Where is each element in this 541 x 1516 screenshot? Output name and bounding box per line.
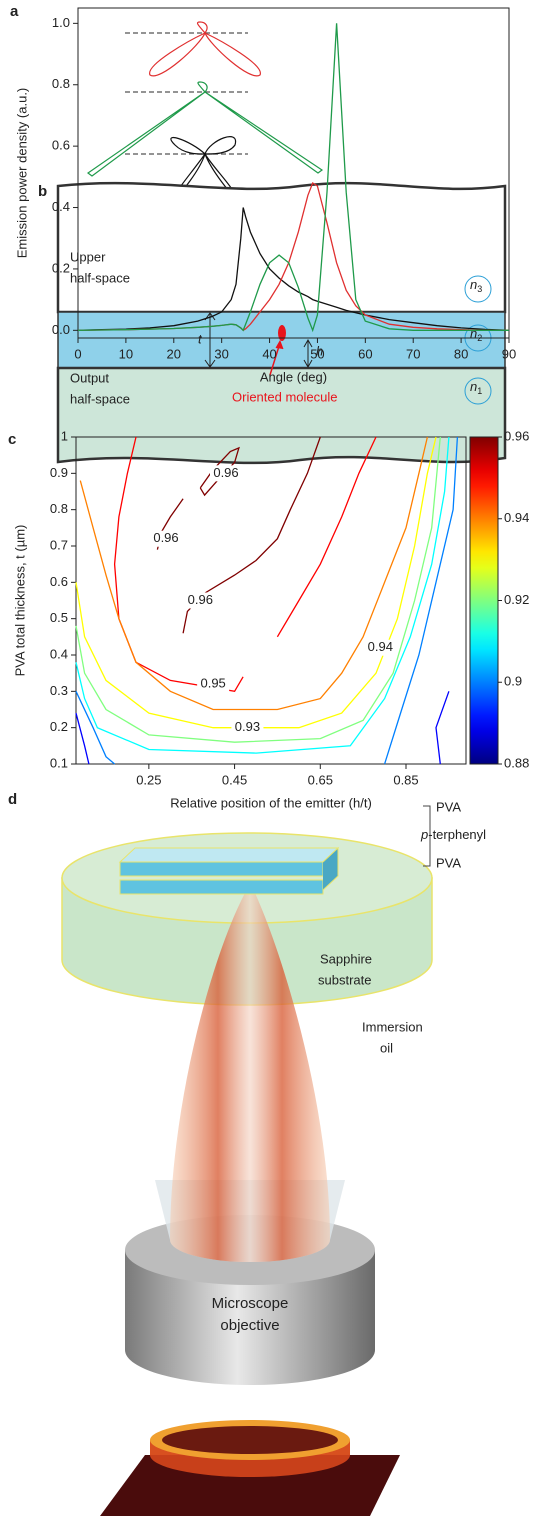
thickness-label: t xyxy=(198,331,203,346)
layer-label: p-terphenyl xyxy=(420,827,486,842)
x-axis-label: Relative position of the emitter (h/t) xyxy=(170,795,372,810)
index-label: n3 xyxy=(470,277,482,294)
microscope-illustration xyxy=(61,805,433,1516)
contour-line xyxy=(75,436,459,765)
colorbar xyxy=(469,436,499,765)
y-axis-label: Emission power density (a.u.) xyxy=(14,88,29,259)
x-tick-label: 20 xyxy=(167,346,181,361)
y-tick-label: 0.8 xyxy=(50,501,68,516)
substrate-label: substrate xyxy=(318,972,371,987)
layer-label: half-space xyxy=(70,391,130,406)
x-tick-label: 0.65 xyxy=(308,772,333,787)
inset-patterns xyxy=(86,21,324,200)
oil-label: Immersion xyxy=(362,1019,423,1034)
molecule-label: Oriented molecule xyxy=(232,389,338,404)
y-tick-label: 0.6 xyxy=(50,574,68,589)
x-tick-label: 0 xyxy=(74,346,81,361)
height-label: h xyxy=(316,343,323,358)
contour-label: 0.95 xyxy=(200,676,225,691)
y-tick-label: 0.4 xyxy=(52,199,70,214)
y-axis-label: PVA total thickness, t (µm) xyxy=(12,525,27,677)
panel-label: c xyxy=(8,431,16,448)
oil-label: oil xyxy=(380,1040,393,1055)
contour-label-bg xyxy=(210,465,242,482)
x-tick-label: 60 xyxy=(358,346,372,361)
objective-label: Microscope xyxy=(212,1295,289,1312)
colorbar-tick-label: 0.92 xyxy=(504,592,529,607)
x-tick-label: 40 xyxy=(262,346,276,361)
panel-label: d xyxy=(8,791,17,808)
y-tick-label: 0.9 xyxy=(50,465,68,480)
y-tick-label: 0.2 xyxy=(50,719,68,734)
substrate-label: Sapphire xyxy=(320,951,372,966)
contour-label: 0.93 xyxy=(235,719,260,734)
contour-line xyxy=(75,436,437,729)
x-axis-label: Angle (deg) xyxy=(260,369,327,384)
x-tick-label: 80 xyxy=(454,346,468,361)
y-tick-label: 0.0 xyxy=(52,322,70,337)
contour-label: 0.96 xyxy=(153,530,178,545)
y-tick-label: 0.3 xyxy=(50,683,68,698)
x-tick-label: 0.85 xyxy=(393,772,418,787)
x-tick-label: 30 xyxy=(214,346,228,361)
contour-line xyxy=(75,436,441,743)
y-tick-label: 0.1 xyxy=(50,755,68,770)
layer-diagram xyxy=(56,181,507,465)
panel-label: a xyxy=(10,3,19,20)
y-tick-label: 0.2 xyxy=(52,260,70,275)
x-tick-label: 10 xyxy=(119,346,133,361)
contour-line xyxy=(79,436,429,711)
contour-label-bg xyxy=(197,676,230,693)
y-tick-label: 1.0 xyxy=(52,15,70,30)
objective-label: objective xyxy=(220,1317,279,1334)
contour-label-bg xyxy=(364,639,397,656)
colorbar-tick-label: 0.94 xyxy=(504,510,529,525)
layer-label: PVA xyxy=(436,799,461,814)
contour-line xyxy=(75,436,450,754)
contour-label: 0.96 xyxy=(188,592,213,607)
y-tick-label: 0.5 xyxy=(50,610,68,625)
line xyxy=(77,23,509,333)
x-tick-label: 90 xyxy=(502,346,516,361)
index-label: n1 xyxy=(470,379,482,396)
x-tick-label: 50 xyxy=(310,346,324,361)
contour-label-bg xyxy=(231,719,264,736)
x-tick-label: 70 xyxy=(406,346,420,361)
plot-frame xyxy=(77,7,510,339)
contour-label-bg xyxy=(150,530,182,547)
y-tick-label: 0.6 xyxy=(52,138,70,153)
colorbar-tick-label: 0.96 xyxy=(504,428,529,443)
y-tick-label: 1 xyxy=(61,428,68,443)
layer-label: PVA xyxy=(436,855,461,870)
contour-label: 0.96 xyxy=(213,465,238,480)
colorbar-tick-label: 0.88 xyxy=(504,755,529,770)
panel-label: b xyxy=(38,183,47,200)
line xyxy=(77,207,510,331)
x-tick-label: 0.45 xyxy=(222,772,247,787)
contour-label-bg xyxy=(184,592,217,609)
contour-line xyxy=(75,691,450,765)
x-tick-label: 0.25 xyxy=(136,772,161,787)
plot-frame xyxy=(75,436,467,765)
layer-label: half-space xyxy=(70,270,130,285)
layer-label: Output xyxy=(70,370,109,385)
y-tick-label: 0.7 xyxy=(50,537,68,552)
y-tick-label: 0.4 xyxy=(50,646,68,661)
contour-label: 0.94 xyxy=(368,639,393,654)
contour-line xyxy=(113,436,377,693)
y-tick-label: 0.8 xyxy=(52,76,70,91)
layer-label: Upper xyxy=(70,249,106,264)
colorbar-tick-label: 0.9 xyxy=(504,674,522,689)
